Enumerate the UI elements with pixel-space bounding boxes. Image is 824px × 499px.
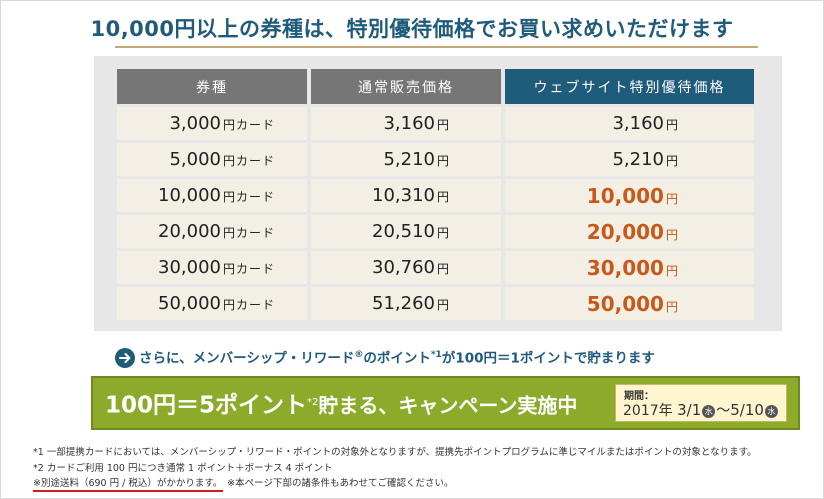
footnote-1: *1 一部提携カードにおいては、メンバーシップ・リワード・ポイントの対象外となり… — [33, 447, 757, 458]
normal-price-cell: 10,310 円 — [311, 179, 501, 212]
page-title: 10,000円以上の券種は、特別優待価格でお買い求めいただけます — [90, 17, 734, 41]
normal-price-cell: 3,160 円 — [311, 107, 501, 140]
special-price: 30,000 — [586, 255, 664, 280]
card-unit: 円カード — [222, 118, 275, 132]
special-price-cell: 10,000 円 — [505, 179, 754, 212]
period-start: 3/1 — [677, 401, 702, 419]
campaign-part-b: 5ポイント — [199, 392, 308, 419]
normal-price: 3,160 — [383, 113, 435, 134]
card-amount: 30,000 — [158, 257, 221, 278]
normal-price: 30,760 — [372, 257, 435, 278]
yen-unit: 円 — [665, 154, 678, 168]
yen-unit: 円 — [436, 118, 449, 132]
price-table: 券種 通常販売価格 ウェブサイト特別優待価格 3,000 円カード 3,160 円 3,… — [113, 66, 758, 323]
yen-unit: 円 — [436, 262, 449, 276]
card-type-cell: 5,000 円カード — [117, 143, 307, 176]
card-type-cell: 50,000 円カード — [117, 287, 307, 320]
header-web-price: ウェブサイト特別優待価格 — [505, 69, 754, 104]
conditions-note: ※本ページ下部の諸条件もあわせてご確認ください。 — [227, 478, 454, 489]
normal-price-cell: 30,760 円 — [311, 251, 501, 284]
reward-text-a: さらに、メンバーシップ・リワード — [139, 350, 355, 367]
card-type-cell: 20,000 円カード — [117, 215, 307, 248]
shipping-note-underline — [33, 490, 223, 492]
period-separator: ～ — [716, 403, 731, 419]
note-mark-2: *2 — [307, 397, 319, 408]
table-row: 50,000 円カード 51,260 円 50,000 円 — [117, 287, 754, 320]
normal-price-cell: 51,260 円 — [311, 287, 501, 320]
card-amount: 5,000 — [169, 149, 221, 170]
table-row: 3,000 円カード 3,160 円 3,160 円 — [117, 107, 754, 140]
campaign-part-a: 100円 — [105, 392, 177, 419]
weekday-badge-start: 水 — [702, 404, 716, 418]
special-price: 5,210 — [612, 149, 664, 170]
card-type-cell: 3,000 円カード — [117, 107, 307, 140]
normal-price: 51,260 — [372, 293, 435, 314]
registered-mark: ® — [354, 350, 364, 360]
card-type-cell: 30,000 円カード — [117, 251, 307, 284]
special-price-cell: 5,210 円 — [505, 143, 754, 176]
campaign-part-c: 貯まる、キャンペーン実施中 — [318, 393, 578, 418]
yen-unit: 円 — [665, 263, 678, 278]
period-end: 5/10 — [730, 401, 764, 419]
yen-unit: 円 — [436, 298, 449, 312]
reward-info: さらに、メンバーシップ・リワード®のポイント*1が100円＝1ポイントで貯まりま… — [115, 343, 775, 368]
normal-price: 20,510 — [372, 221, 435, 242]
footnote-3: ※別途送料（690 円 / 税込）がかかります。 ※本ページ下部の諸条件もあわせ… — [33, 475, 453, 489]
yen-unit: 円 — [665, 191, 678, 206]
yen-unit: 円 — [436, 226, 449, 240]
table-row: 20,000 円カード 20,510 円 20,000 円 — [117, 215, 754, 248]
arrow-right-circle-icon — [115, 347, 135, 368]
special-price-cell: 30,000 円 — [505, 251, 754, 284]
card-amount: 10,000 — [158, 185, 221, 206]
table-row: 30,000 円カード 30,760 円 30,000 円 — [117, 251, 754, 284]
reward-text-b: のポイント — [363, 350, 431, 367]
special-price: 10,000 — [586, 183, 664, 208]
note-mark-1: *1 — [430, 350, 442, 360]
normal-price-cell: 5,210 円 — [311, 143, 501, 176]
period-value: 2017年 3/1 水～5/10 水 — [623, 400, 779, 420]
yen-unit: 円 — [665, 227, 678, 242]
header-normal-price: 通常販売価格 — [311, 69, 501, 104]
weekday-badge-end: 水 — [764, 404, 778, 418]
header-card-type: 券種 — [117, 69, 307, 104]
shipping-note: ※別途送料（690 円 / 税込）がかかります。 — [33, 478, 218, 489]
campaign-equals: ＝ — [176, 392, 200, 419]
yen-unit: 円 — [665, 299, 678, 314]
reward-text-c: が100円＝1ポイントで貯まります — [441, 350, 655, 367]
special-price-cell: 20,000 円 — [505, 215, 754, 248]
special-price-cell: 3,160 円 — [505, 107, 754, 140]
footnote-2: *2 カードご利用 100 円につき通常 1 ポイント＋ボーナス 4 ポイント — [33, 463, 333, 474]
normal-price-cell: 20,510 円 — [311, 215, 501, 248]
card-unit: 円カード — [222, 154, 275, 168]
card-amount: 20,000 — [158, 221, 221, 242]
campaign-headline: 100円＝5ポイント*2貯まる、キャンペーン実施中 — [105, 378, 577, 428]
card-unit: 円カード — [222, 262, 275, 276]
campaign-period-box: 期間： 2017年 3/1 水～5/10 水 — [615, 384, 787, 422]
card-unit: 円カード — [222, 298, 275, 312]
card-amount: 50,000 — [158, 293, 221, 314]
card-amount: 3,000 — [169, 113, 221, 134]
period-label: 期間： — [624, 391, 654, 402]
card-unit: 円カード — [222, 226, 275, 240]
yen-unit: 円 — [665, 118, 678, 132]
card-unit: 円カード — [222, 190, 275, 204]
special-price: 3,160 — [612, 113, 664, 134]
yen-unit: 円 — [436, 190, 449, 204]
table-header-row: 券種 通常販売価格 ウェブサイト特別優待価格 — [117, 69, 754, 104]
yen-unit: 円 — [436, 154, 449, 168]
card-type-cell: 10,000 円カード — [117, 179, 307, 212]
campaign-banner: 100円＝5ポイント*2貯まる、キャンペーン実施中 期間： 2017年 3/1 水… — [91, 376, 800, 430]
table-row: 10,000 円カード 10,310 円 10,000 円 — [117, 179, 754, 212]
table-row: 5,000 円カード 5,210 円 5,210 円 — [117, 143, 754, 176]
special-price: 50,000 — [586, 291, 664, 316]
normal-price: 10,310 — [372, 185, 435, 206]
period-year: 2017年 — [623, 403, 673, 419]
special-price-cell: 50,000 円 — [505, 287, 754, 320]
normal-price: 5,210 — [383, 149, 435, 170]
special-price: 20,000 — [586, 219, 664, 244]
title-underline — [115, 46, 758, 48]
